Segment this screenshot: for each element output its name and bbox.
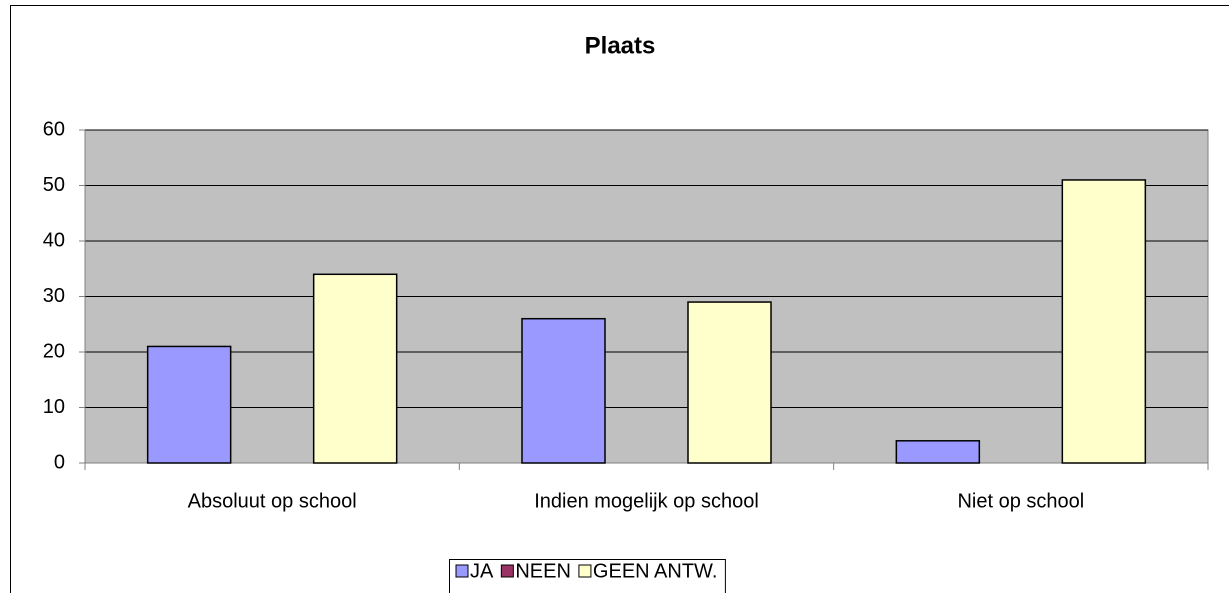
x-tick-label: Indien mogelijk op school: [534, 490, 759, 512]
y-tick-label: 0: [54, 451, 65, 473]
legend-label: JA: [470, 560, 494, 582]
x-tick-label: Niet op school: [957, 490, 1084, 512]
chart-title: Plaats: [585, 32, 656, 59]
legend-label: GEEN ANTW.: [593, 560, 717, 582]
legend-swatch: [455, 564, 469, 578]
legend-swatch: [578, 564, 592, 578]
bar: [687, 301, 772, 464]
bar: [895, 440, 981, 464]
bar: [521, 317, 606, 464]
y-tick-label: 10: [43, 396, 65, 418]
y-tick-label: 20: [43, 340, 65, 362]
legend-label: NEEN: [515, 560, 571, 582]
bar: [1061, 179, 1147, 464]
x-tick-label: Absoluut op school: [188, 490, 357, 512]
y-tick-label: 30: [43, 285, 65, 307]
legend-swatch: [500, 564, 514, 578]
y-tick-label: 60: [43, 118, 65, 140]
bar: [146, 345, 232, 464]
y-tick-label: 50: [43, 174, 65, 196]
y-tick-label: 40: [43, 229, 65, 251]
bar: [312, 273, 398, 464]
